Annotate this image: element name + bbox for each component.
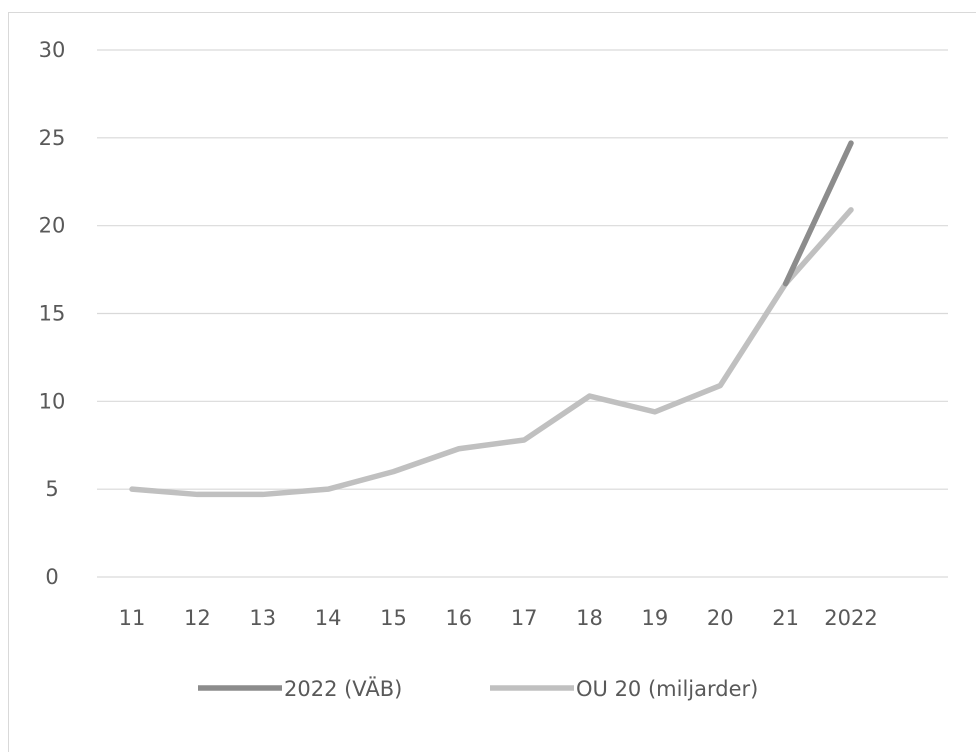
y-tick-label: 30: [39, 38, 66, 62]
series-line-1: [129, 207, 854, 498]
x-tick-label: 2022: [824, 606, 877, 630]
x-tick-label: 13: [249, 606, 276, 630]
x-tick-label: 21: [772, 606, 799, 630]
y-tick-label: 25: [39, 126, 66, 150]
legend-label: 2022 (VÄB): [284, 676, 402, 701]
x-tick-label: 19: [642, 606, 669, 630]
y-tick-label: 0: [45, 565, 58, 589]
y-tick-label: 15: [39, 302, 66, 326]
x-tick-label: 18: [576, 606, 603, 630]
y-tick-label: 5: [45, 477, 58, 501]
x-tick-label: 16: [445, 606, 472, 630]
y-tick-label: 20: [39, 214, 66, 238]
series-line-0: [782, 140, 854, 287]
x-axis-ticks: 11 12 13 14 15 16 17 18 19 20 21 2022: [119, 606, 878, 630]
x-tick-label: 12: [184, 606, 211, 630]
y-axis-ticks: 0 5 10 15 20 25 30: [39, 38, 66, 589]
line-chart: 0 5 10 15 20 25 30 11 12 13 14 15 16 17 18 19 20 21 2022 …: [39, 38, 948, 701]
y-tick-label: 10: [39, 389, 66, 413]
x-tick-label: 15: [380, 606, 407, 630]
gridlines: [97, 49, 948, 578]
chart-frame: [8, 12, 976, 752]
x-tick-label: 17: [511, 606, 538, 630]
series-lines: [129, 140, 854, 498]
x-tick-label: 14: [315, 606, 342, 630]
legend-label: OU 20 (miljarder): [576, 677, 758, 701]
x-tick-label: 20: [707, 606, 734, 630]
legend: 2022 (VÄB) OU 20 (miljarder): [198, 676, 758, 701]
x-tick-label: 11: [119, 606, 146, 630]
